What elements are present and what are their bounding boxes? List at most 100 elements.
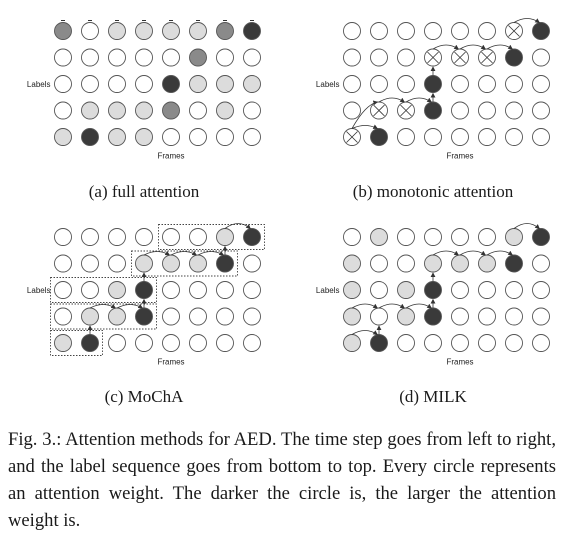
attention-weight-circle [135,22,153,40]
attention-weight-circle [54,128,72,146]
attention-weight-circle [243,334,261,352]
attention-weight-circle [54,75,72,93]
attention-weight-circle [243,307,261,326]
transition-arrow [351,124,379,129]
attention-weight-circle [81,281,99,299]
panel-full-attention: Labels Frames (a) full attention [27,20,261,201]
chunk-box [131,250,238,277]
attention-weight-circle [162,101,180,120]
labels-axis-label: Labels [27,80,51,89]
attention-weight-circle [451,75,469,93]
attention-weight-circle [81,75,99,93]
attention-weight-circle [54,228,72,246]
attention-weight-circle [81,334,99,352]
panel-monotonic-attention: Labels Frames (b) monotonic attention [316,18,550,201]
panel-caption: (d) MILK [399,387,467,406]
transition-arrow [197,250,224,256]
attention-weight-circle [397,48,415,67]
attention-weight-circle [162,22,180,40]
transition-arrow [459,250,486,256]
figure-caption: Fig. 3.: Attention methods for AED. The … [8,429,556,531]
frames-axis-label: Frames [157,358,184,367]
attention-weight-circle [505,307,523,326]
transition-arrow [378,97,405,103]
attention-weight-circle [216,48,234,67]
attention-weight-circle [189,254,207,273]
chunk-box [50,303,157,330]
attention-weight-circle [54,48,72,67]
attention-weight-circle [135,254,153,273]
transition-arrow [351,100,379,129]
transition-arrow [351,303,378,309]
attention-weight-circle [397,334,415,352]
attention-weight-circle [343,307,361,326]
attention-weight-circle [243,101,261,120]
attention-weight-circle [397,128,415,146]
attention-weight-circle [189,307,207,326]
attention-weight-circle [81,101,99,120]
attention-weight-circle [451,281,469,299]
attention-weight-circle [532,254,550,273]
transition-arrow [116,303,143,309]
attention-weight-circle [424,228,442,246]
attention-weight-circle [189,48,207,67]
attention-weight-circle [397,307,415,326]
attention-weight-circle [189,228,207,246]
attention-weight-circle [243,228,261,246]
attention-weight-circle [532,228,550,246]
attention-weight-circle [189,22,207,40]
attention-weight-circle [243,281,261,299]
transition-arrow [432,44,459,50]
attention-weight-circle [343,281,361,299]
transition-arrow [513,18,540,23]
attention-weight-circle [243,75,261,93]
attention-weight-circle [370,307,388,326]
attention-weight-circle [424,75,442,93]
attention-weight-circle [424,254,442,273]
attention-weight-circle [162,334,180,352]
attention-weight-circle [81,228,99,246]
transition-arrow [89,303,116,309]
frames-axis-label: Frames [157,152,184,161]
attention-weight-circle [505,228,523,246]
attention-weight-circle [162,228,180,246]
attention-weight-circle [478,101,496,120]
transition-arrow [486,44,513,50]
attention-weight-circle [216,254,234,273]
attention-weight-circle [424,334,442,352]
cross-mark [373,104,385,117]
transition-arrow [224,223,251,230]
attention-weight-circle [216,228,234,246]
chunk-box [50,277,157,303]
attention-weight-circle [189,101,207,120]
attention-weight-circle [162,128,180,146]
attention-weight-circle [370,334,388,352]
panel-caption: (c) MoChA [105,387,185,406]
attention-weight-circle [505,48,523,67]
attention-weight-circle [54,307,72,326]
attention-weight-circle [162,281,180,299]
attention-weight-circle [243,254,261,273]
labels-axis-label: Labels [316,80,340,89]
attention-weight-circle [81,48,99,67]
attention-weight-circle [478,334,496,352]
attention-weight-circle [451,254,469,273]
attention-weight-circle [189,334,207,352]
attention-weight-circle [108,334,126,352]
attention-weight-circle [397,75,415,93]
attention-weight-circle [108,307,126,326]
attention-weight-circle [108,128,126,146]
attention-weight-circle [135,334,153,352]
attention-weight-circle [451,228,469,246]
attention-weight-circle [189,75,207,93]
attention-weight-circle [162,48,180,67]
transition-arrow [170,250,197,256]
attention-weight-circle [343,254,361,273]
attention-weight-circle [478,228,496,246]
attention-weight-circle [451,22,469,40]
attention-weight-circle [424,307,442,326]
transition-arrow [513,223,540,230]
attention-weight-circle [532,48,550,67]
transition-arrow [432,250,459,256]
attention-weight-circle [162,254,180,273]
